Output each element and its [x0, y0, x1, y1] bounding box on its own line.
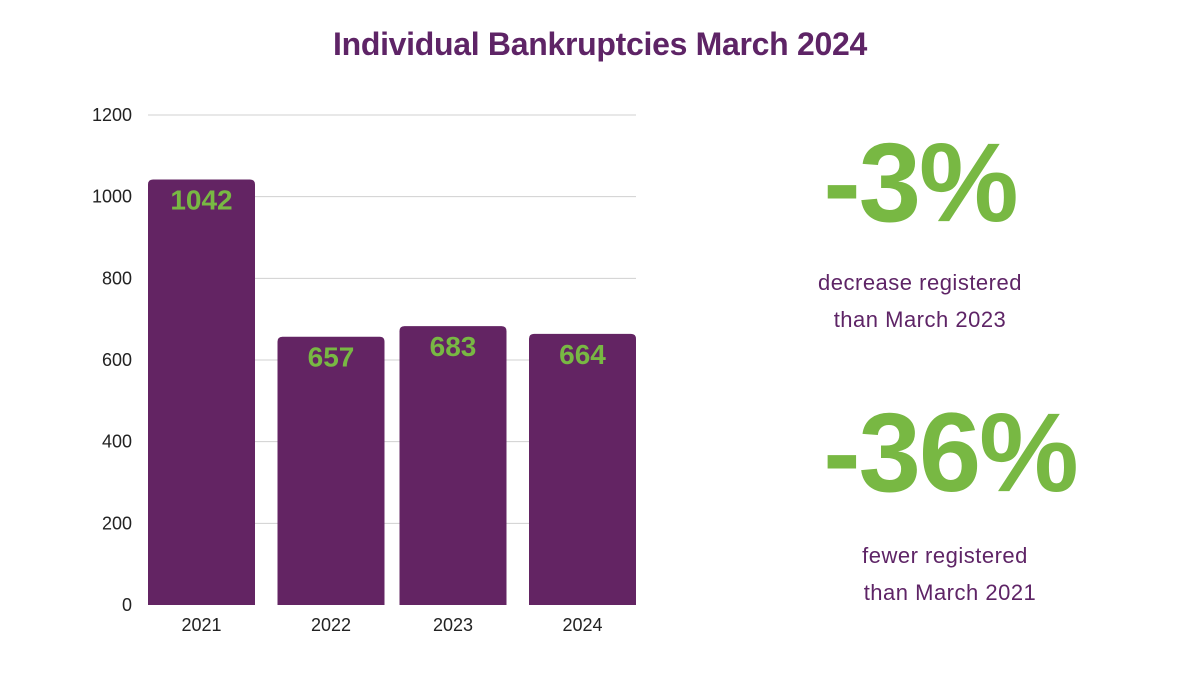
bar: [148, 179, 255, 605]
stat-fewer-2021-value: -36%: [823, 390, 1078, 515]
bar-chart: 0 200 400 600 800 1000 1200 1042 2021 657 2022 683 2…: [92, 105, 636, 635]
data-label: 1042: [170, 185, 232, 216]
x-tick-label: 2024: [562, 615, 602, 635]
y-tick-label: 1000: [92, 187, 132, 207]
stat-fewer-2021-caption-line2: than March 2021: [863, 580, 1037, 605]
stat-decrease-2023-caption-line1: decrease registered: [818, 270, 1022, 295]
data-label: 657: [308, 342, 355, 373]
bar: [277, 336, 385, 605]
chart-title: Individual Bankruptcies March 2024: [333, 26, 867, 62]
data-label: 683: [430, 331, 477, 362]
y-tick-label: 800: [102, 268, 132, 288]
y-tick-label: 0: [122, 595, 132, 615]
x-tick-label: 2023: [433, 615, 473, 635]
y-tick-label: 400: [102, 432, 132, 452]
y-tick-label: 600: [102, 350, 132, 370]
data-label: 664: [559, 339, 606, 370]
bar: [399, 326, 507, 605]
x-tick-label: 2021: [181, 615, 221, 635]
stat-decrease-2023-value: -3%: [823, 120, 1018, 245]
stat-fewer-2021-caption-line1: fewer registered: [862, 543, 1028, 568]
y-tick-label: 1200: [92, 105, 132, 125]
x-tick-label: 2022: [311, 615, 351, 635]
stat-decrease-2023-caption-line2: than March 2023: [833, 307, 1007, 332]
y-tick-label: 200: [102, 513, 132, 533]
bar: [529, 333, 636, 605]
